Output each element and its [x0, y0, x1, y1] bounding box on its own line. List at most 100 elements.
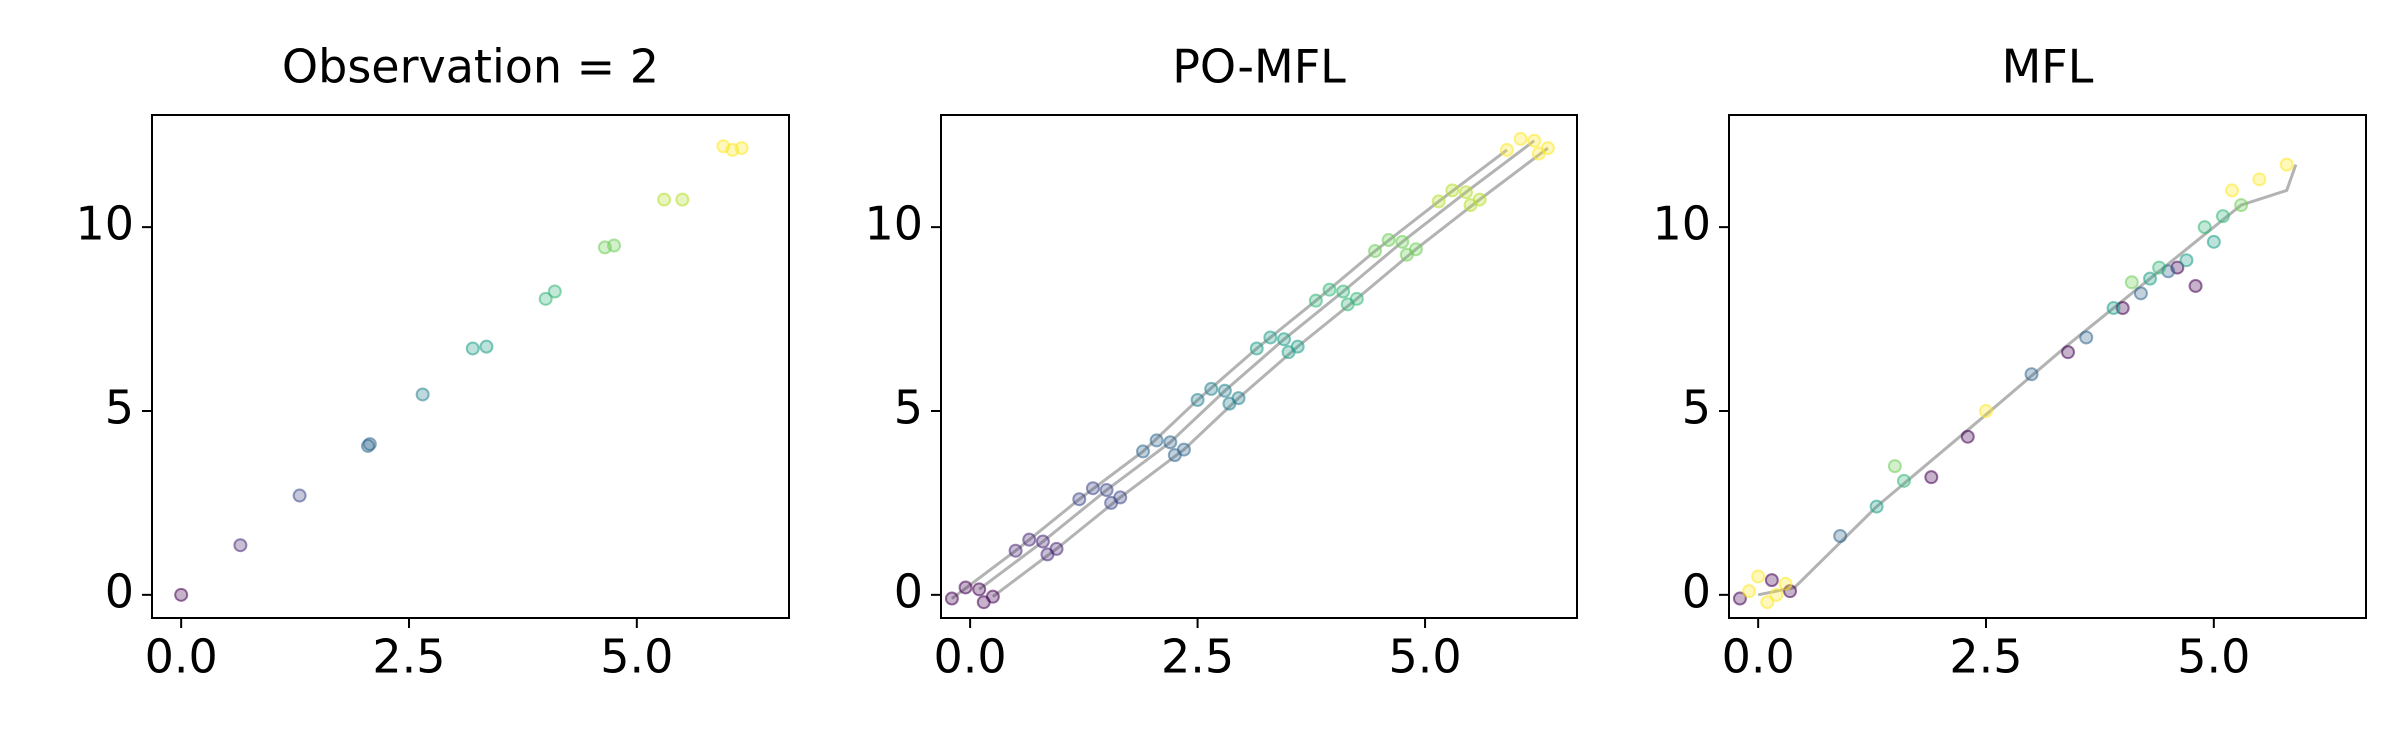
point	[2079, 330, 2094, 345]
point	[1960, 429, 1975, 444]
point	[1281, 345, 1296, 360]
point	[233, 538, 248, 553]
panel-title: Observation = 2	[282, 40, 659, 94]
panel-title: MFL	[2002, 40, 2094, 94]
x-tick-label: 2.5	[1161, 630, 1234, 684]
trajectory	[951, 148, 1508, 600]
point	[1445, 183, 1460, 198]
point	[1085, 481, 1100, 496]
point	[547, 284, 562, 299]
point	[1322, 282, 1337, 297]
point	[415, 387, 430, 402]
y-tick-label: 0	[1682, 564, 1711, 618]
point	[976, 595, 991, 610]
point	[1008, 543, 1023, 558]
point	[1217, 383, 1232, 398]
point	[944, 591, 959, 606]
point	[2106, 301, 2121, 316]
point	[1732, 591, 1747, 606]
point	[1099, 483, 1114, 498]
point	[1760, 595, 1775, 610]
point	[1764, 573, 1779, 588]
point	[1527, 133, 1542, 148]
point	[1751, 569, 1766, 584]
point	[2143, 271, 2158, 286]
point	[1924, 470, 1939, 485]
point	[1277, 332, 1292, 347]
point	[538, 291, 553, 306]
point	[1833, 529, 1848, 544]
point	[2124, 275, 2139, 290]
point	[1022, 532, 1037, 547]
point	[1308, 293, 1323, 308]
point	[1463, 198, 1478, 213]
x-tick-label: 2.5	[1949, 630, 2022, 684]
point	[2206, 234, 2221, 249]
point	[1368, 244, 1383, 259]
point	[1336, 284, 1351, 299]
point	[1104, 495, 1119, 510]
x-tick-label: 5.0	[1388, 630, 1461, 684]
point	[1887, 459, 1902, 474]
point	[972, 582, 987, 597]
point	[657, 192, 672, 207]
point	[1263, 330, 1278, 345]
y-tick-label: 0	[894, 564, 923, 618]
point	[1431, 194, 1446, 209]
point	[1167, 448, 1182, 463]
point	[1249, 341, 1264, 356]
axes-frame	[151, 114, 790, 619]
point	[2225, 183, 2240, 198]
point	[1072, 492, 1087, 507]
point	[675, 192, 690, 207]
point	[465, 341, 480, 356]
y-tick-label: 10	[864, 197, 923, 251]
point	[1163, 435, 1178, 450]
point	[1869, 499, 1884, 514]
point	[2234, 198, 2249, 213]
point	[1783, 584, 1798, 599]
y-tick-label: 10	[75, 197, 134, 251]
point	[1499, 142, 1514, 157]
x-tick-label: 0.0	[145, 630, 218, 684]
point	[2279, 157, 2294, 172]
trajectory	[991, 146, 1549, 598]
y-tick-label: 5	[105, 380, 134, 434]
point	[1742, 584, 1757, 599]
point	[2188, 278, 2203, 293]
y-tick-label: 5	[894, 380, 923, 434]
panel-title: PO-MFL	[1172, 40, 1346, 94]
point	[1778, 576, 1793, 591]
point	[2061, 345, 2076, 360]
point	[1458, 185, 1473, 200]
trajectory	[978, 139, 1536, 591]
point	[1769, 587, 1784, 602]
point	[479, 339, 494, 354]
point	[1896, 473, 1911, 488]
point	[2252, 172, 2267, 187]
point	[1381, 233, 1396, 248]
point	[1399, 247, 1414, 262]
point	[607, 238, 622, 253]
trajectory	[1757, 164, 2298, 597]
point	[2152, 260, 2167, 275]
point	[1204, 381, 1219, 396]
point	[1340, 297, 1355, 312]
point	[174, 587, 189, 602]
x-tick-label: 5.0	[600, 630, 673, 684]
point	[1222, 396, 1237, 411]
point	[1513, 131, 1528, 146]
y-tick-label: 0	[105, 564, 134, 618]
point	[1395, 234, 1410, 249]
y-tick-label: 5	[1682, 380, 1711, 434]
point	[2133, 286, 2148, 301]
point	[1190, 392, 1205, 407]
point	[1978, 403, 1993, 418]
point	[2215, 209, 2230, 224]
axes-frame	[1728, 114, 2367, 619]
x-tick-label: 0.0	[1722, 630, 1795, 684]
point	[1531, 146, 1546, 161]
point	[1149, 433, 1164, 448]
point	[2179, 253, 2194, 268]
